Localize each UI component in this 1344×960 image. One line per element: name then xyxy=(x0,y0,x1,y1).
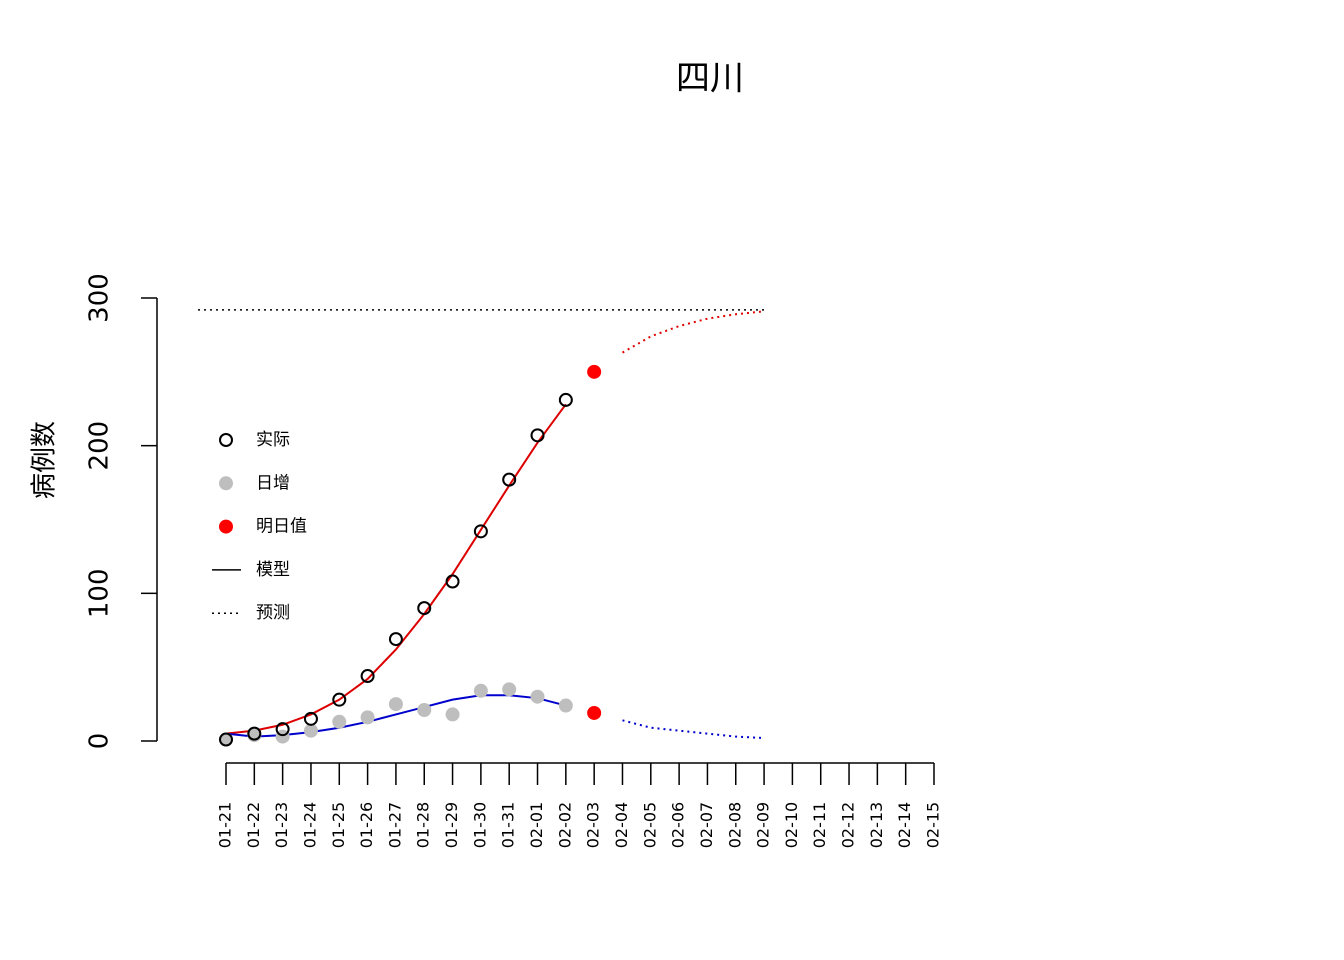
x-tick-label: 02-03 xyxy=(584,802,603,849)
legend-label: 预测 xyxy=(256,603,290,623)
x-tick-label: 01-29 xyxy=(442,802,461,849)
x-tick-label: 02-05 xyxy=(640,802,659,849)
legend-symbol xyxy=(219,433,233,447)
point xyxy=(247,726,262,741)
legend-label: 实际 xyxy=(256,430,290,450)
point xyxy=(445,574,460,589)
x-tick-label: 02-01 xyxy=(527,802,546,849)
y-tick-label: 200 xyxy=(85,421,115,471)
x-tick-label: 02-04 xyxy=(612,802,631,849)
y-axis-label: 病例数 xyxy=(30,421,60,499)
legend-symbol xyxy=(219,519,233,534)
x-tick-label: 01-26 xyxy=(357,802,376,849)
x-tick-label: 02-11 xyxy=(810,802,829,849)
legend-label: 日增 xyxy=(256,473,290,493)
chart-title: 四川 xyxy=(676,59,744,99)
x-tick-label: 02-13 xyxy=(867,802,886,849)
point xyxy=(502,682,517,697)
point xyxy=(303,723,318,738)
point xyxy=(332,692,347,707)
legend-label: 模型 xyxy=(256,560,290,580)
point xyxy=(417,702,432,717)
line xyxy=(621,310,765,354)
x-tick-label: 02-15 xyxy=(924,802,943,849)
x-tick-label: 01-23 xyxy=(272,802,291,849)
point xyxy=(219,732,233,747)
point xyxy=(219,732,233,747)
point xyxy=(275,722,290,737)
point xyxy=(332,714,347,729)
point xyxy=(587,705,602,720)
legend-label: 明日值 xyxy=(256,517,307,537)
point xyxy=(587,364,602,379)
y-tick-label: 100 xyxy=(85,569,115,619)
x-tick-label: 02-07 xyxy=(697,802,716,849)
point xyxy=(473,683,488,698)
x-tick-label: 02-06 xyxy=(669,802,688,849)
x-tick-label: 01-31 xyxy=(499,802,518,849)
y-tick-label: 0 xyxy=(85,733,115,750)
legend-symbol xyxy=(219,476,233,491)
x-tick-label: 01-24 xyxy=(300,802,319,849)
x-tick-label: 02-12 xyxy=(839,802,858,849)
x-tick-label: 02-02 xyxy=(555,802,574,849)
point xyxy=(445,707,460,722)
point xyxy=(360,669,375,684)
point xyxy=(502,472,517,487)
point xyxy=(558,392,573,407)
line xyxy=(622,719,765,740)
point xyxy=(473,524,488,539)
point xyxy=(530,428,545,443)
x-tick-label: 01-21 xyxy=(216,802,235,849)
x-tick-label: 01-30 xyxy=(470,802,489,849)
point xyxy=(388,632,403,647)
point xyxy=(303,711,318,726)
point xyxy=(558,698,573,713)
point xyxy=(530,689,545,704)
point xyxy=(360,710,375,725)
x-tick-label: 02-09 xyxy=(754,802,773,849)
x-tick-label: 01-27 xyxy=(385,802,404,849)
y-tick-label: 300 xyxy=(85,273,115,323)
x-tick-label: 01-25 xyxy=(329,802,348,849)
x-tick-label: 01-22 xyxy=(244,802,263,849)
point xyxy=(388,697,403,712)
x-tick-label: 02-14 xyxy=(895,802,914,849)
point xyxy=(417,601,432,616)
x-tick-label: 02-08 xyxy=(725,802,744,849)
x-tick-label: 02-10 xyxy=(782,802,801,849)
x-tick-label: 01-28 xyxy=(414,802,433,849)
